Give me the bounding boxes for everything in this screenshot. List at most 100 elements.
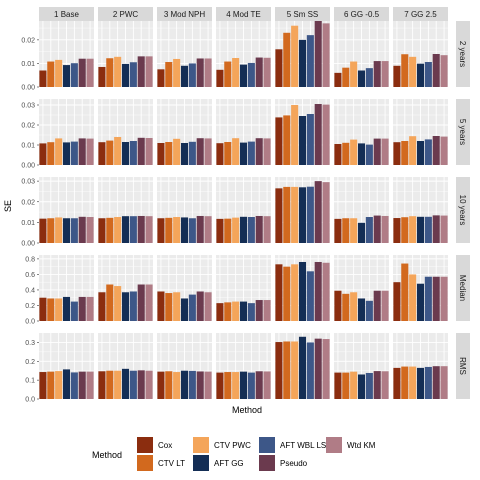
bar [165, 62, 172, 87]
bar [197, 138, 204, 165]
legend-label: CTV LT [158, 459, 185, 468]
bar [342, 373, 349, 399]
bar [350, 372, 357, 399]
bar [39, 298, 46, 321]
bar [299, 40, 306, 87]
bar [98, 292, 105, 321]
bar [248, 142, 255, 165]
y-tick-label: 0.6 [25, 272, 35, 279]
bar [181, 298, 188, 321]
bar [224, 62, 231, 87]
y-tick-label: 0.03 [21, 103, 35, 110]
bar [382, 61, 389, 87]
bar [63, 218, 70, 243]
bar [275, 49, 282, 87]
y-tick-label: 0.2 [25, 359, 35, 366]
bar [409, 367, 416, 399]
column-strip-label: 5 Sm SS [287, 10, 319, 19]
bar [315, 104, 322, 165]
bar [71, 302, 78, 321]
y-tick-label: 0.02 [21, 199, 35, 206]
bar [382, 139, 389, 165]
legend-swatch [193, 455, 209, 471]
bar [358, 298, 365, 321]
legend-swatch [137, 437, 153, 453]
bar [114, 371, 121, 399]
bar [256, 371, 263, 399]
bar [173, 59, 180, 87]
bar [291, 26, 298, 87]
bar [55, 298, 62, 321]
bar [256, 58, 263, 87]
bar [366, 373, 373, 399]
bar [417, 64, 424, 87]
y-tick-label: 0.1 [25, 378, 35, 385]
bar [146, 56, 153, 87]
bar [197, 291, 204, 321]
bar [55, 138, 62, 165]
y-axis-title: SE [3, 200, 13, 212]
bar [224, 219, 231, 243]
bar [299, 116, 306, 165]
bar [181, 66, 188, 87]
bar [264, 216, 271, 243]
bar [323, 263, 330, 321]
bar [307, 271, 314, 321]
bar [197, 58, 204, 87]
bar [291, 105, 298, 165]
bar [224, 142, 231, 165]
bar [441, 137, 448, 165]
legend-label: AFT WBL LS [280, 441, 326, 450]
legend: Method Cox CTV LT CTV PWC AFT GG AFT WBL LS P… [92, 437, 376, 471]
bar [205, 58, 212, 87]
bar [165, 142, 172, 165]
bar [122, 142, 129, 165]
row-strip-label: 5 years [458, 119, 467, 145]
bar [189, 295, 196, 321]
bar [382, 371, 389, 399]
bar [283, 187, 290, 243]
bar [401, 367, 408, 399]
bar [240, 65, 247, 87]
bar [358, 374, 365, 399]
bar [71, 142, 78, 165]
bar [323, 23, 330, 87]
y-tick-label: 0.8 [25, 256, 35, 263]
bar [342, 294, 349, 321]
y-tick-label: 0.0 [25, 319, 35, 326]
bar [275, 117, 282, 165]
bar [79, 297, 86, 321]
bar [417, 368, 424, 399]
bar [401, 141, 408, 165]
bar [240, 143, 247, 165]
legend-title: Method [92, 450, 122, 460]
bar [114, 137, 121, 165]
y-tick-label: 0.01 [21, 220, 35, 227]
legend-swatch [137, 455, 153, 471]
bar [232, 138, 239, 165]
bar [374, 61, 381, 87]
column-strip-label: 3 Mod NPH [164, 10, 206, 19]
bar [47, 372, 54, 399]
legend-label: AFT GG [214, 459, 244, 468]
bar [189, 142, 196, 165]
y-tick-label: 0.00 [21, 241, 35, 248]
bar [275, 264, 282, 321]
bar [374, 371, 381, 399]
bar [409, 57, 416, 87]
bar [98, 67, 105, 87]
y-tick-label: 0.3 [25, 340, 35, 347]
bar [205, 138, 212, 165]
y-tick-label: 0.02 [21, 37, 35, 44]
bar [393, 218, 400, 243]
bar [173, 217, 180, 243]
bar [157, 69, 164, 87]
bar [264, 138, 271, 165]
bar [315, 21, 322, 87]
legend-label: Wtd KM [347, 441, 376, 450]
bar [232, 372, 239, 399]
bar [106, 218, 113, 243]
bar [106, 371, 113, 399]
bar [240, 217, 247, 243]
bar [358, 223, 365, 243]
